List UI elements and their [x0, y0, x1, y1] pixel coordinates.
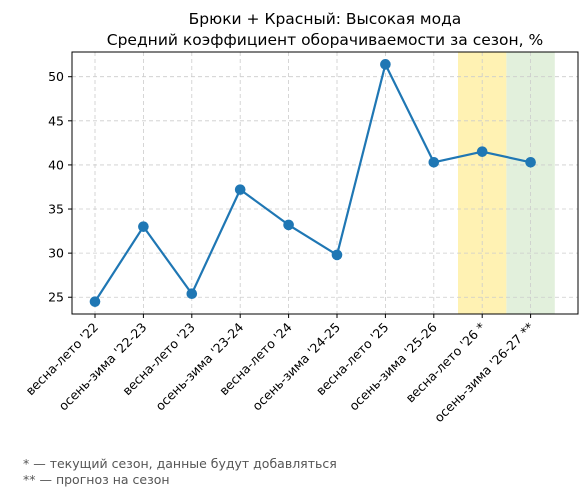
highlight-band-2	[506, 52, 555, 314]
y-tick-label: 50	[48, 69, 64, 84]
data-point	[380, 59, 391, 70]
x-tick-label: осень-зима '24-25	[249, 320, 343, 414]
highlight-bands	[458, 52, 555, 314]
data-point	[138, 221, 149, 232]
footnote-forecast: ** — прогноз на сезон	[23, 472, 170, 487]
data-point	[331, 249, 343, 261]
x-tick-label: осень-зима '22-23	[56, 320, 150, 414]
data-point	[186, 288, 198, 300]
series-polyline	[94, 63, 531, 303]
y-tick-label: 35	[48, 202, 64, 217]
y-tick-label: 40	[48, 157, 64, 172]
footnote-current-season: * — текущий сезон, данные будут добавлят…	[23, 456, 337, 471]
data-point	[89, 296, 101, 307]
grid	[72, 52, 578, 314]
y-axis: 25 30 35 40 45 50	[48, 69, 72, 305]
plot-area-frame	[71, 51, 579, 315]
y-tick-label: 30	[48, 246, 64, 261]
data-point	[525, 156, 536, 168]
chart-title: Брюки + Красный: Высокая мода	[189, 10, 462, 28]
series-line	[94, 63, 531, 303]
data-point	[476, 146, 488, 157]
x-tick-label: осень-зима '25-26	[346, 319, 440, 413]
x-tick-label: осень-зима '23-24	[152, 319, 246, 413]
y-tick-label: 25	[48, 290, 64, 305]
chart-subtitle: Средний коэффициент оборачиваемости за с…	[107, 31, 543, 49]
y-tick-label: 45	[48, 113, 64, 128]
data-point	[428, 156, 440, 168]
data-point	[283, 219, 294, 231]
data-point	[234, 184, 246, 195]
data-points	[89, 59, 536, 307]
highlight-band-1	[458, 52, 507, 314]
x-tick-label: осень-зима '26-27 **	[431, 320, 537, 426]
